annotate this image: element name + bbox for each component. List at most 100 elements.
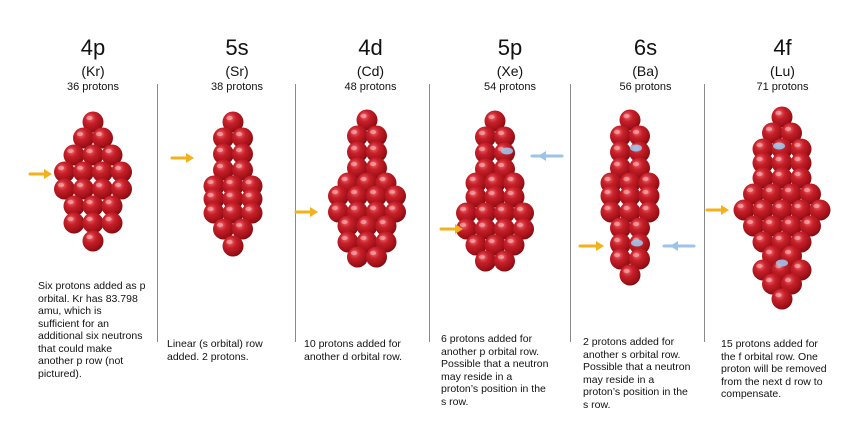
- proton-highlight: [642, 189, 649, 195]
- proton-highlight: [86, 199, 93, 205]
- proton: [73, 161, 94, 183]
- proton-highlight: [756, 171, 763, 177]
- proton-highlight: [632, 252, 640, 258]
- proton: [475, 142, 496, 164]
- proton-highlight: [341, 219, 348, 225]
- column-divider: [157, 84, 158, 342]
- column-divider: [704, 84, 705, 342]
- proton-highlight: [803, 219, 811, 225]
- proton-highlight: [86, 234, 93, 240]
- proton-highlight: [86, 216, 93, 222]
- proton: [503, 186, 525, 208]
- note-line: 6 protons added for: [441, 333, 533, 345]
- proton-highlight: [478, 222, 486, 228]
- proton: [92, 178, 113, 200]
- proton: [465, 234, 487, 256]
- column-5p: 5p (Xe) 54 protons 6 protons added for a…: [430, 0, 570, 437]
- proton-highlight: [469, 190, 476, 196]
- proton-highlight: [459, 206, 467, 212]
- proton: [629, 248, 650, 270]
- element-label: (Cd): [356, 63, 385, 79]
- proton-highlight: [497, 162, 505, 168]
- note-line: may reside in a: [441, 370, 513, 383]
- proton: [356, 215, 378, 237]
- proton: [494, 202, 515, 224]
- proton: [610, 248, 631, 270]
- proton: [513, 218, 534, 240]
- proton: [73, 127, 94, 149]
- proton-highlight: [379, 219, 386, 225]
- proton: [337, 215, 359, 237]
- proton-highlight: [775, 235, 782, 241]
- proton-highlight: [379, 176, 386, 182]
- proton: [347, 185, 368, 207]
- proton-highlight: [95, 131, 103, 137]
- note-line: 15 protons added for: [721, 338, 818, 350]
- proton: [619, 264, 641, 286]
- proton-highlight: [469, 176, 476, 182]
- proton: [771, 106, 793, 128]
- proton: [347, 141, 368, 163]
- proton: [82, 111, 104, 133]
- proton: [484, 110, 506, 132]
- proton-highlight: [803, 187, 811, 193]
- proton: [54, 178, 75, 200]
- proton-highlight: [507, 176, 514, 182]
- element-label: (Ba): [632, 63, 659, 79]
- proton-highlight: [114, 165, 122, 171]
- proton: [762, 183, 783, 205]
- proton-highlight: [235, 163, 243, 169]
- column-6s: 6s (Ba) 56 protons 2 protons added for a…: [571, 0, 704, 437]
- proton-highlight: [478, 206, 486, 212]
- proton-highlight: [632, 221, 640, 227]
- proton-highlight: [794, 235, 801, 241]
- nucleus-ba: [600, 109, 660, 286]
- proton: [619, 201, 641, 223]
- proton: [63, 144, 85, 166]
- nucleus-cd: [328, 109, 406, 268]
- proton: [610, 125, 631, 147]
- proton-highlight: [756, 235, 763, 241]
- proton-highlight: [207, 192, 214, 198]
- proton-highlight: [516, 222, 524, 228]
- proton: [465, 186, 487, 208]
- proton-highlight: [784, 249, 792, 255]
- proton-highlight: [57, 165, 65, 171]
- note-line: Possible that a neutron: [583, 361, 691, 373]
- proton: [800, 183, 821, 205]
- proton-highlight: [765, 187, 773, 193]
- proton: [743, 183, 764, 205]
- proton-highlight: [86, 115, 93, 121]
- proton-highlight: [245, 179, 252, 185]
- proton-highlight: [765, 277, 773, 283]
- proton: [800, 215, 821, 237]
- proton-highlight: [226, 239, 233, 245]
- proton-highlight: [746, 219, 754, 225]
- shell-label: 6s: [633, 35, 658, 60]
- column-note: 10 protons added for another d orbital r…: [304, 338, 402, 363]
- column-4f: 4f (Lu) 71 protons 15 protons added for …: [705, 0, 860, 437]
- proton: [347, 157, 368, 179]
- proton-highlight: [756, 263, 763, 269]
- proton-highlight: [756, 203, 763, 209]
- proton: [809, 199, 831, 221]
- proton: [790, 167, 812, 189]
- proton-highlight: [369, 205, 377, 211]
- proton-highlight: [216, 131, 224, 137]
- added-row-arrow: [439, 224, 463, 234]
- proton: [356, 231, 378, 253]
- proton: [619, 185, 641, 207]
- shell-label: 4f: [773, 35, 792, 60]
- proton-highlight: [331, 205, 339, 211]
- proton-highlight: [226, 206, 233, 212]
- note-line: may reside in a: [583, 373, 655, 386]
- proton-highlight: [507, 238, 514, 244]
- proton: [600, 201, 622, 223]
- proton-highlight: [632, 161, 640, 167]
- proton: [82, 195, 104, 217]
- note-line: sufficient for an: [38, 317, 110, 330]
- proton-highlight: [207, 179, 214, 185]
- note-line: another s orbital row.: [583, 348, 681, 361]
- proton-highlight: [369, 189, 377, 195]
